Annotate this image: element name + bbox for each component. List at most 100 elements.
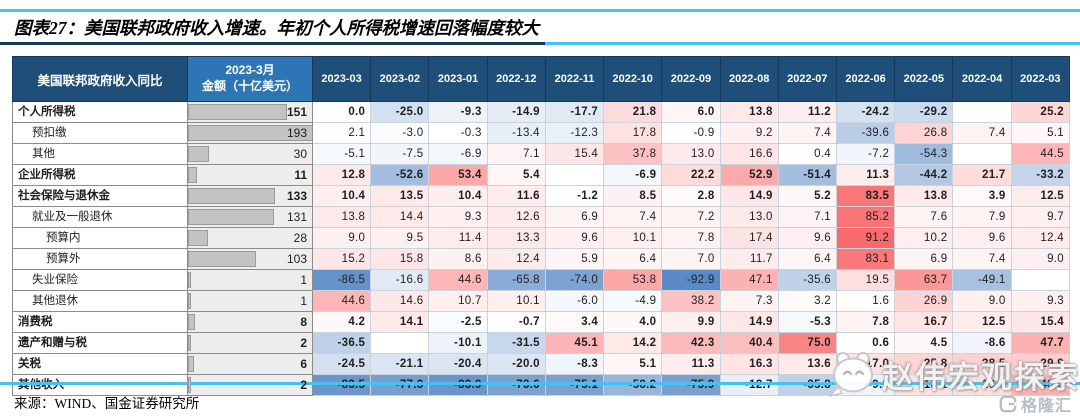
value-cell: -0.7: [486, 311, 546, 333]
value-cell: -20.0: [486, 353, 546, 375]
value-cell: -0.9: [661, 122, 721, 144]
value-cell: 63.7: [894, 269, 954, 291]
value-cell: -0.3: [428, 122, 488, 144]
value-cell: 21.8: [603, 101, 663, 123]
value-cell: 7.6: [894, 206, 954, 228]
value-cell: 12.6: [486, 206, 546, 228]
value-cell: -51.4: [777, 164, 837, 186]
gelonghui-icon: [999, 395, 1017, 413]
value-cell: -24.5: [311, 353, 372, 375]
value-cell: -16.6: [370, 269, 430, 291]
value-cell: 44.5: [1010, 143, 1071, 165]
value-cell: 17.8: [603, 122, 663, 144]
value-cell: 21.7: [952, 164, 1012, 186]
value-cell: 9.0: [311, 227, 372, 249]
row-label: 预算内: [12, 227, 188, 249]
value-cell: 7.9: [952, 206, 1012, 228]
value-cell: 38.2: [661, 290, 721, 312]
value-cell: 9.6: [777, 227, 837, 249]
value-cell: -24.2: [835, 101, 896, 123]
value-cell: -33.2: [1010, 164, 1071, 186]
amount-cell: 1: [187, 269, 313, 291]
amount-cell: 30: [187, 143, 313, 165]
month-header: 2022-12: [486, 56, 546, 102]
value-cell: [1010, 269, 1071, 291]
value-cell: 3.4: [544, 311, 605, 333]
value-cell: 52.9: [719, 164, 779, 186]
value-cell: 10.7: [428, 290, 488, 312]
gelonghui-label: 格隆汇: [1020, 398, 1072, 415]
value-cell: 25.8: [894, 353, 954, 375]
value-cell: 9.5: [370, 227, 430, 249]
amount-bar: [188, 146, 210, 162]
row-label: 预扣缴: [12, 122, 188, 144]
amount-cell: 28: [187, 227, 313, 249]
row-label: 社会保险与退休金: [12, 185, 188, 207]
value-cell: 19.5: [835, 269, 896, 291]
row-label: 企业所得税: [12, 164, 188, 186]
amount-bar: [188, 230, 208, 246]
value-cell: 11.3: [661, 353, 721, 375]
amount-bar: [188, 125, 312, 141]
table-row: 企业所得税 11 12.8 -52.6 53.4 5.4 -6.9 22.2 52.9 -51.4…: [12, 164, 1071, 186]
table-row: 消费税 8 4.2 14.1 -2.5 -0.7 3.4 4.0 9.9 14.9 -5.3 7.8 1…: [12, 311, 1071, 333]
value-cell: -44.2: [894, 164, 954, 186]
value-cell: -77.3: [370, 374, 430, 396]
value-cell: -25.0: [370, 101, 430, 123]
value-cell: -13.4: [486, 122, 546, 144]
value-cell: 4.0: [603, 311, 663, 333]
month-header: 2023-01: [428, 56, 488, 102]
value-cell: 10.1: [603, 227, 663, 249]
value-cell: -17.7: [544, 101, 605, 123]
value-cell: 25.2: [1010, 101, 1071, 123]
month-header: 2022-09: [661, 56, 721, 102]
value-cell: 26.8: [894, 122, 954, 144]
amount-cell: 103: [187, 248, 313, 270]
value-cell: 3.2: [777, 290, 837, 312]
value-cell: -12.3: [544, 122, 605, 144]
value-cell: [370, 332, 430, 354]
value-cell: -29.2: [894, 101, 954, 123]
value-cell: 4.2: [311, 311, 372, 333]
value-cell: -58.2: [603, 374, 663, 396]
value-cell: 13.8: [311, 206, 372, 228]
value-cell: 7.8: [661, 227, 721, 249]
value-cell: 10.1: [486, 290, 546, 312]
value-cell: 10.2: [894, 227, 954, 249]
value-cell: -20.4: [428, 353, 488, 375]
value-cell: -3.0: [370, 122, 430, 144]
value-cell: 6.4: [777, 248, 837, 270]
value-cell: -12.7: [719, 374, 779, 396]
value-cell: 9.3: [1010, 290, 1071, 312]
value-cell: -39.6: [835, 122, 896, 144]
value-cell: 12.8: [311, 164, 372, 186]
month-header: 2022-08: [719, 56, 779, 102]
row-label: 消费税: [12, 311, 188, 333]
value-cell: -2.5: [428, 311, 488, 333]
value-cell: 16.6: [719, 143, 779, 165]
table-row: 就业及一般退休 131 13.8 14.4 9.3 12.6 6.9 7.4 7.2 13.0 7.…: [12, 206, 1071, 228]
value-cell: -9.0: [835, 374, 896, 396]
value-cell: -9.3: [428, 101, 488, 123]
amount-cell: 2: [187, 332, 313, 354]
value-cell: 11.2: [777, 101, 837, 123]
value-cell: 7.8: [835, 311, 896, 333]
table-row: 社会保险与退休金 133 10.4 13.5 10.4 11.6 -1.2 8.5 2.8 14.…: [12, 185, 1071, 207]
value-cell: -14.9: [486, 101, 546, 123]
value-cell: -49.1: [952, 269, 1012, 291]
corner-header: 美国联邦政府收入同比: [12, 56, 188, 102]
value-cell: 45.1: [544, 332, 605, 354]
value-cell: 18.1: [894, 374, 954, 396]
value-cell: 47.1: [719, 269, 779, 291]
value-cell: 9.2: [719, 122, 779, 144]
amount-cell: 151: [187, 101, 313, 123]
table-row: 其他收入 2 -83.5 -77.3 -83.9 -73.6 -75.1 -58.2 -75.9…: [12, 374, 1071, 396]
row-label: 其他收入: [12, 374, 188, 396]
amount-cell: 11: [187, 164, 313, 186]
amount-bar: [188, 314, 196, 330]
month-header: 2022-03: [1010, 56, 1071, 102]
value-cell: -73.6: [486, 374, 546, 396]
value-cell: 6.9: [894, 248, 954, 270]
value-cell: 11.7: [719, 248, 779, 270]
value-cell: -35.8: [777, 374, 837, 396]
